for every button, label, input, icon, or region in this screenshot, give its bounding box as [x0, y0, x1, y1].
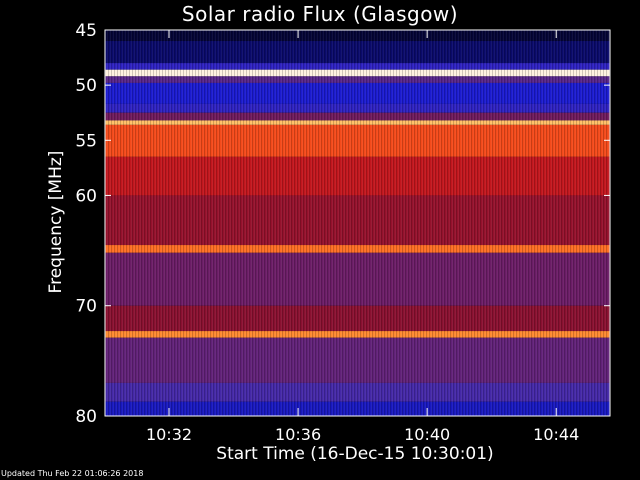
- updated-timestamp: Updated Thu Feb 22 01:06:26 2018: [1, 469, 144, 478]
- y-tick-label-60: 60: [75, 186, 97, 206]
- plot-frame: [104, 29, 611, 417]
- x-tick-label-1040: 10:40: [404, 425, 450, 444]
- y-tick-label-80: 80: [75, 407, 97, 427]
- chart-title: Solar radio Flux (Glasgow): [181, 2, 459, 26]
- time-streak-texture: [105, 30, 610, 416]
- y-tick-label-55: 55: [75, 131, 97, 151]
- x-axis-label: Start Time (16-Dec-15 10:30:01): [216, 444, 494, 464]
- y-tick-label-70: 70: [75, 297, 97, 317]
- y-tick-label-50: 50: [75, 76, 97, 96]
- x-tick-label-1032: 10:32: [146, 425, 192, 444]
- y-tick-label-45: 45: [75, 21, 97, 41]
- x-tick-label-1036: 10:36: [275, 425, 321, 444]
- x-tick-label-1044: 10:44: [533, 425, 579, 444]
- y-axis-label: Frequency [MHz]: [46, 150, 66, 294]
